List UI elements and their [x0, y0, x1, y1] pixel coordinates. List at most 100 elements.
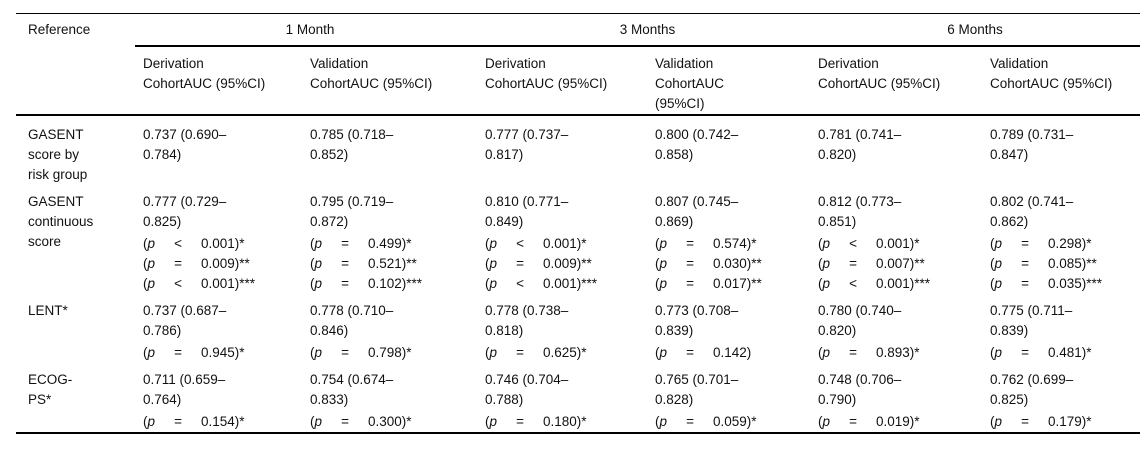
row-label: GASENT score by risk group — [28, 125, 143, 185]
month-header-row: Reference 1 Month 3 Months 6 Months — [0, 14, 1147, 45]
auc-value-line: 0.839) — [655, 323, 694, 338]
auc-value-line: 0.847) — [990, 147, 1029, 162]
p-open: ( — [143, 414, 148, 429]
row-label-line: GASENT — [28, 127, 84, 142]
auc-cell: 0.795 (0.719– 0.872) (p = 0.499)* (p = 0.521)**… — [310, 192, 485, 294]
row-label: GASENT continuous score — [28, 192, 143, 294]
auc-value-line: 0.820) — [818, 147, 857, 162]
auc-value-line: 0.777 (0.737– — [485, 127, 569, 142]
p-value-line: (p = 0.499)* — [310, 234, 477, 254]
subheader-line: CohortAUC (95%CI) — [485, 76, 608, 91]
row-label-line: risk group — [28, 167, 88, 182]
p-open: ( — [990, 236, 995, 251]
p-value: 0.142) — [713, 345, 752, 360]
p-operator: = — [849, 345, 857, 360]
bottom-rule — [16, 432, 1140, 434]
auc-value-line: 0.748 (0.706– — [818, 372, 902, 387]
column-subheader: Derivation CohortAUC (95%CI) — [818, 54, 990, 114]
p-symbol: p — [994, 276, 1003, 291]
auc-cell: 0.746 (0.704– 0.788) (p = 0.180)* — [485, 370, 655, 432]
p-symbol: p — [822, 414, 831, 429]
p-open: ( — [143, 276, 148, 291]
row-label: LENT* — [28, 301, 143, 363]
p-operator: = — [174, 345, 182, 360]
auc-cell: 0.773 (0.708– 0.839) (p = 0.142) — [655, 301, 818, 363]
auc-value-line: 0.833) — [310, 392, 349, 407]
table-body: GASENT score by risk group 0.737 (0.690– 0.7… — [0, 116, 1147, 432]
auc-cell: 0.789 (0.731– 0.847) — [990, 125, 1140, 185]
p-operator: = — [341, 236, 349, 251]
p-value-line: (p <0.001)* — [818, 234, 982, 254]
p-operator: = — [686, 414, 694, 429]
p-open: ( — [818, 276, 823, 291]
row-label-line: continuous — [28, 214, 94, 229]
p-symbol: p — [822, 236, 831, 251]
p-operator: < — [174, 236, 182, 251]
p-symbol: p — [659, 236, 668, 251]
auc-value-line: 0.862) — [990, 214, 1029, 229]
auc-value-line: 0.785 (0.718– — [310, 127, 394, 142]
p-value-line: (p = 0.574)* — [655, 234, 810, 254]
month-underline-rule — [135, 45, 1140, 47]
p-value-line: (p = 0.180)* — [485, 412, 647, 432]
p-open: ( — [655, 256, 660, 271]
p-operator: = — [174, 414, 182, 429]
auc-value-line: 0.775 (0.711– — [990, 303, 1073, 318]
auc-cell: 0.777 (0.729– 0.825) (p <0.001)* (p = 0.009)**… — [143, 192, 310, 294]
p-symbol: p — [314, 345, 323, 360]
auc-value-line: 0.773 (0.708– — [655, 303, 739, 318]
p-value: 0.030)** — [713, 256, 762, 271]
auc-value-line: 0.872) — [310, 214, 349, 229]
header-bottom-rule — [16, 114, 1140, 116]
p-operator: < — [849, 236, 857, 251]
subheader-line: Validation — [310, 56, 369, 71]
p-value: 0.001)* — [876, 236, 920, 251]
p-operator: = — [341, 256, 349, 271]
p-symbol: p — [147, 414, 156, 429]
auc-cell: 0.807 (0.745– 0.869) (p = 0.574)* (p = 0.030)**… — [655, 192, 818, 294]
subheader-line: (95%CI) — [655, 96, 705, 111]
p-value-line: (p <0.001)*** — [143, 274, 302, 294]
auc-value-line: 0.818) — [485, 323, 524, 338]
subheader-line: CohortAUC (95%CI) — [310, 76, 433, 91]
p-symbol: p — [994, 414, 1003, 429]
p-value-line: (p = 0.521)** — [310, 254, 477, 274]
group-header-1-month: 1 Month — [285, 22, 335, 37]
p-symbol: p — [147, 276, 156, 291]
p-value: 0.625)* — [543, 345, 587, 360]
subheader-line: CohortAUC (95%CI) — [818, 76, 941, 91]
p-operator: = — [1021, 256, 1029, 271]
p-value: 0.007)** — [876, 256, 925, 271]
p-value-line: (p = 0.300)* — [310, 412, 477, 432]
p-symbol: p — [659, 256, 668, 271]
p-value: 0.035)*** — [1048, 276, 1103, 291]
p-value: 0.481)* — [1048, 345, 1092, 360]
p-operator: = — [341, 345, 349, 360]
group-header-6-months: 6 Months — [947, 22, 1003, 37]
p-open: ( — [990, 256, 995, 271]
auc-cell: 0.810 (0.771– 0.849) (p <0.001)* (p = 0.009)**… — [485, 192, 655, 294]
p-operator: = — [1021, 345, 1029, 360]
p-value: 0.499)* — [368, 236, 412, 251]
auc-cell: 0.748 (0.706– 0.790) (p = 0.019)* — [818, 370, 990, 432]
column-subheader: Validation CohortAUC (95%CI) — [655, 54, 818, 114]
p-value-line: (p <0.001)*** — [485, 274, 647, 294]
p-operator: = — [686, 276, 694, 291]
p-value: 0.180)* — [543, 414, 587, 429]
auc-cell: 0.778 (0.710– 0.846) (p = 0.798)* — [310, 301, 485, 363]
p-value: 0.059)* — [713, 414, 757, 429]
auc-value-line: 0.786) — [143, 323, 182, 338]
auc-cell: 0.802 (0.741– 0.862) (p = 0.298)* (p = 0.085)**… — [990, 192, 1140, 294]
p-value: 0.798)* — [368, 345, 412, 360]
p-symbol: p — [659, 276, 668, 291]
p-operator: = — [341, 276, 349, 291]
p-value: 0.009)** — [543, 256, 592, 271]
p-symbol: p — [822, 256, 831, 271]
p-open: ( — [990, 276, 995, 291]
p-value: 0.001)* — [201, 236, 245, 251]
auc-value-line: 0.852) — [310, 147, 349, 162]
p-value: 0.009)** — [201, 256, 250, 271]
p-value: 0.019)* — [876, 414, 920, 429]
auc-value-line: 0.820) — [818, 323, 857, 338]
subheader-line: Validation — [990, 56, 1049, 71]
